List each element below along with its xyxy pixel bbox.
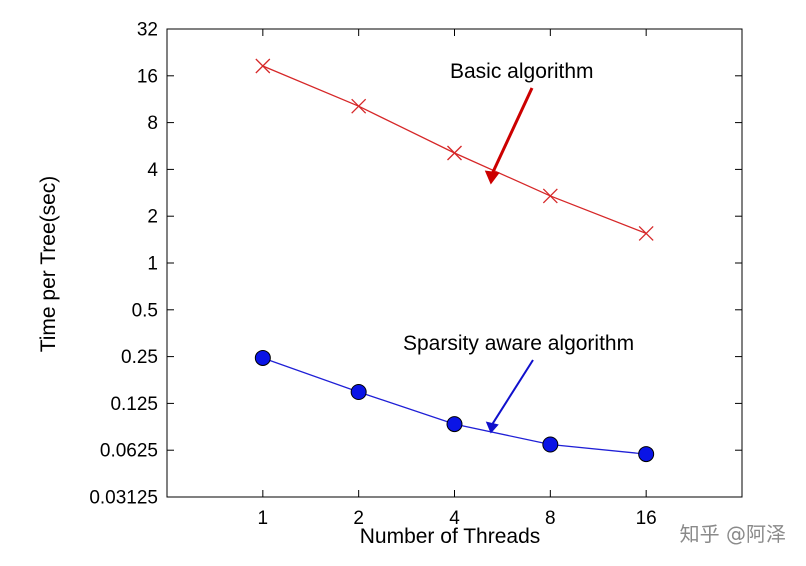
data-point-x xyxy=(638,225,654,241)
y-tick-label: 0.125 xyxy=(110,394,158,415)
data-point-x xyxy=(351,98,367,114)
x-axis: 1 2 4 8 16 xyxy=(258,29,657,529)
series-line-1 xyxy=(262,357,647,455)
data-point-x xyxy=(447,145,462,161)
y-tick-label: 0.03125 xyxy=(89,488,158,509)
annotations: Basic algorithm Sparsity aware algorithm xyxy=(403,60,634,434)
data-point-circle xyxy=(542,436,559,453)
y-tick-label: 8 xyxy=(147,113,158,134)
y-tick-label: 1 xyxy=(147,254,158,275)
y-tick-label: 16 xyxy=(137,66,158,87)
y-axis-title: Time per Tree(sec) xyxy=(37,176,60,353)
data-point-circle xyxy=(638,446,655,463)
y-tick-label: 0.0625 xyxy=(100,441,158,462)
data-point-x xyxy=(542,188,558,204)
y-tick-label: 4 xyxy=(147,160,158,181)
annotation-arrowhead-basic xyxy=(484,170,500,185)
x-tick-label: 1 xyxy=(258,508,269,529)
series-layer xyxy=(254,58,655,463)
y-tick-label: 0.5 xyxy=(132,300,158,321)
series-line-0 xyxy=(262,65,647,235)
x-tick-label: 2 xyxy=(353,508,364,529)
x-tick-label: 16 xyxy=(636,508,657,529)
x-axis-title: Number of Threads xyxy=(360,525,541,548)
y-axis: 0.03125 0.0625 0.125 0.25 0.5 1 2 4 8 16 32 xyxy=(89,20,742,509)
x-tick-label: 8 xyxy=(545,508,556,529)
data-point-circle xyxy=(254,349,271,366)
data-point-circle xyxy=(446,416,463,433)
annotation-arrow-basic xyxy=(491,87,534,174)
y-tick-label: 2 xyxy=(147,207,158,228)
annotation-arrowhead-sparsity xyxy=(485,421,499,434)
y-tick-label: 0.25 xyxy=(121,347,158,368)
y-tick-label: 32 xyxy=(137,20,158,41)
x-tick-label: 4 xyxy=(449,508,460,529)
annotation-basic: Basic algorithm xyxy=(450,60,594,83)
watermark: 知乎 @阿泽 xyxy=(680,522,786,546)
annotation-sparsity: Sparsity aware algorithm xyxy=(403,332,634,355)
annotation-arrow-sparsity xyxy=(491,359,534,424)
data-point-x xyxy=(255,58,271,74)
data-point-circle xyxy=(350,383,367,400)
